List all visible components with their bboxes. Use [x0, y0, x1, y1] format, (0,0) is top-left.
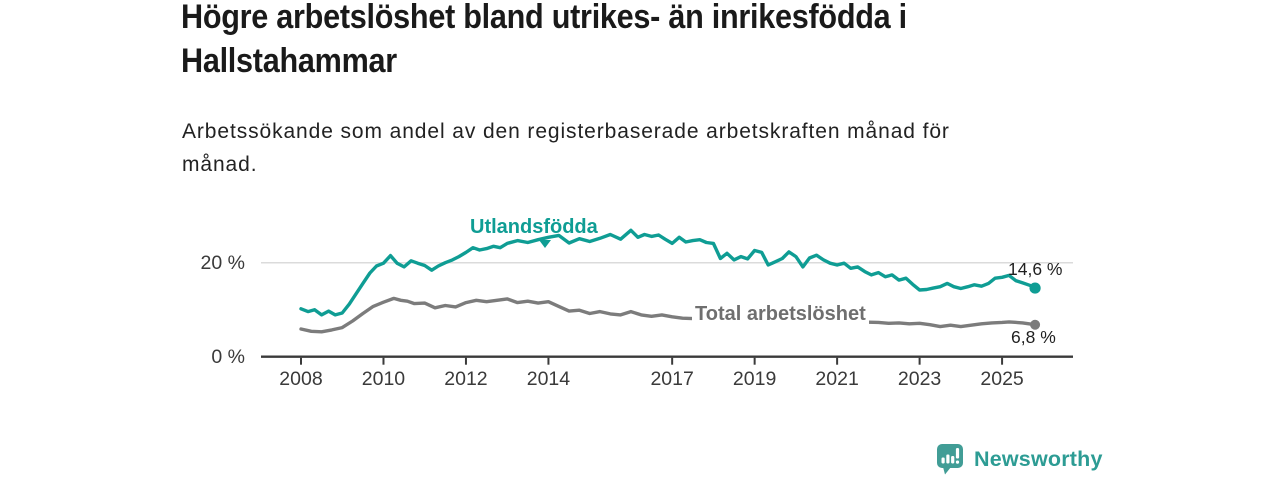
- subtitle-line-2: månad.: [182, 152, 258, 176]
- x-tick-label-2012: 2012: [444, 368, 488, 390]
- y-tick-label-20: 20 %: [200, 252, 245, 274]
- x-tick-label-2008: 2008: [279, 368, 323, 390]
- title-line-2: Hallstahammar: [181, 41, 397, 80]
- newsworthy-logo-text: Newsworthy: [974, 446, 1103, 471]
- newsworthy-logo-icon: [937, 444, 963, 475]
- series-line-total: [299, 296, 1037, 334]
- end-value-label-total: 6,8 %: [1011, 327, 1056, 347]
- x-tick-label-2017: 2017: [650, 368, 694, 390]
- newsworthy-logo: Newsworthy: [936, 443, 1103, 475]
- series-label-utlandsfodda: Utlandsfödda: [470, 216, 598, 238]
- x-tick-label-2010: 2010: [361, 368, 406, 390]
- x-tick-label-2014: 2014: [526, 368, 571, 390]
- x-tick-label-2025: 2025: [980, 368, 1024, 390]
- page-title: Högre arbetslöshet bland utrikes- än inr…: [181, 0, 907, 83]
- x-tick-label-2023: 2023: [897, 368, 942, 390]
- end-value-label-utlandsfodda: 14,6 %: [1008, 259, 1063, 279]
- chevron-down-icon: [539, 240, 551, 248]
- series-line-utlandsfodda: [299, 228, 1037, 317]
- end-dot-total: [1030, 319, 1041, 330]
- end-dot-utlandsfodda: [1029, 282, 1041, 294]
- x-tick-label-2019: 2019: [732, 368, 777, 390]
- series-label-total-arbetsloshet: Total arbetslöshet: [692, 303, 869, 326]
- title-line-1: Högre arbetslöshet bland utrikes- än inr…: [181, 0, 907, 36]
- x-tick-label-2021: 2021: [815, 368, 859, 390]
- chart-subtitle: Arbetssökande som andel av den registerb…: [182, 116, 950, 181]
- subtitle-line-1: Arbetssökande som andel av den registerb…: [182, 120, 950, 143]
- y-tick-label-0: 0 %: [211, 346, 245, 368]
